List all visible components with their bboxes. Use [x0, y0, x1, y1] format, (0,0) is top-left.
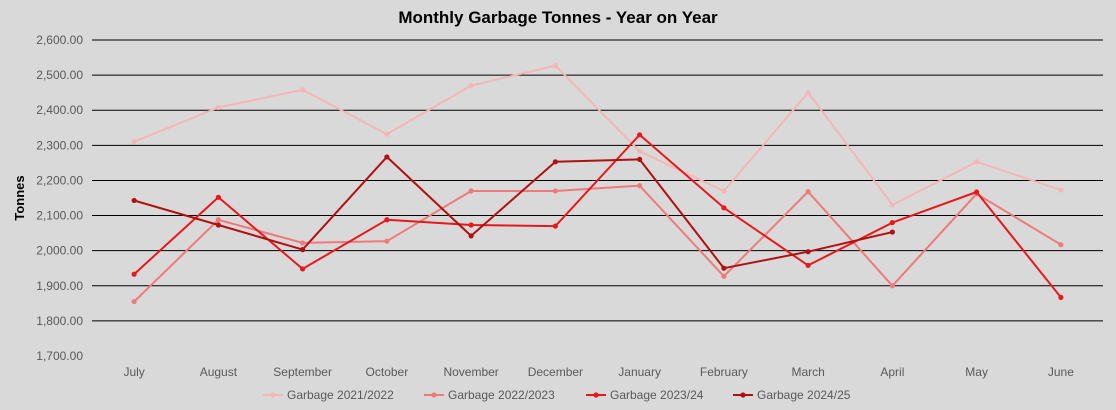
- x-tick-label: August: [200, 365, 238, 379]
- series-line: [133, 184, 1062, 303]
- data-point: [215, 222, 221, 228]
- data-point: [215, 217, 221, 223]
- data-point: [805, 189, 811, 195]
- legend: Garbage 2021/2022 Garbage 2022/2023 Garbag…: [263, 388, 851, 402]
- x-tick-label: April: [880, 365, 904, 379]
- series-line: [133, 155, 893, 270]
- data-point: [384, 154, 390, 160]
- data-point: [468, 83, 474, 89]
- data-point: [637, 148, 643, 154]
- legend-item: Garbage 2022/2023: [424, 388, 555, 402]
- y-axis-label: Tonnes: [12, 175, 27, 220]
- data-point: [974, 159, 980, 165]
- data-point: [300, 87, 306, 93]
- legend-label: Garbage 2022/2023: [448, 388, 555, 402]
- x-tick-label: June: [1048, 365, 1074, 379]
- legend-swatch-marker: [431, 392, 437, 398]
- data-point: [131, 197, 137, 204]
- legend-label: Garbage 2023/24: [610, 388, 704, 402]
- data-point: [552, 63, 558, 69]
- x-tick-label: May: [965, 365, 988, 379]
- x-tick-label: March: [791, 365, 824, 379]
- data-point: [1058, 187, 1064, 193]
- y-tick-label: 2,600.00: [36, 33, 83, 47]
- series-2: [131, 183, 1064, 305]
- legend-item: Garbage 2024/25: [733, 388, 851, 402]
- y-tick-label: 2,200.00: [36, 173, 83, 187]
- data-point: [721, 188, 727, 194]
- x-tick-label: November: [443, 365, 498, 379]
- data-point: [974, 189, 980, 195]
- data-point: [552, 188, 558, 194]
- data-point: [721, 273, 727, 279]
- data-point: [131, 139, 137, 145]
- x-tick-label: January: [618, 365, 661, 379]
- data-point: [1058, 294, 1064, 300]
- data-point: [552, 159, 558, 165]
- data-point: [384, 131, 390, 137]
- data-point: [468, 188, 474, 194]
- legend-item: Garbage 2023/24: [586, 388, 704, 402]
- x-tick-label: February: [700, 365, 748, 379]
- data-point: [215, 104, 221, 111]
- y-tick-label: 2,400.00: [36, 103, 83, 117]
- y-tick-label: 2,000.00: [36, 244, 83, 258]
- y-tick-label: 2,100.00: [36, 209, 83, 223]
- legend-label: Garbage 2021/2022: [287, 388, 394, 402]
- data-point: [889, 202, 895, 208]
- y-tick-label: 1,700.00: [36, 349, 83, 363]
- legend-swatch-marker: [593, 392, 599, 398]
- legend-label: Garbage 2024/25: [757, 388, 851, 402]
- data-point: [468, 222, 474, 228]
- series-line: [133, 133, 1062, 299]
- data-point: [300, 247, 306, 253]
- data-point: [637, 156, 643, 162]
- series-3: [131, 132, 1064, 300]
- data-point: [889, 229, 895, 235]
- data-point: [637, 183, 643, 189]
- y-axis-ticks: 1,700.00 1,800.00 1,900.00 2,000.00 2,100.00…: [36, 33, 83, 363]
- legend-swatch-marker: [740, 392, 746, 398]
- data-point: [1058, 242, 1064, 248]
- y-tick-label: 2,500.00: [36, 68, 83, 82]
- data-point: [805, 90, 811, 96]
- legend-swatch-marker: [270, 392, 276, 398]
- legend-item: Garbage 2021/2022: [263, 388, 394, 402]
- data-point: [889, 219, 895, 226]
- y-tick-label: 1,800.00: [36, 314, 83, 328]
- x-tick-label: July: [123, 365, 144, 379]
- y-tick-label: 2,300.00: [36, 138, 83, 152]
- series-line: [133, 64, 1062, 206]
- chart-title: Monthly Garbage Tonnes - Year on Year: [398, 8, 718, 27]
- data-point: [384, 238, 390, 244]
- data-point: [805, 249, 811, 255]
- data-point: [300, 266, 306, 272]
- series-group: [131, 63, 1064, 305]
- x-tick-label: December: [528, 365, 583, 379]
- data-point: [300, 240, 306, 246]
- series-1: [131, 63, 1064, 208]
- data-point: [805, 262, 811, 269]
- y-tick-label: 1,900.00: [36, 279, 83, 293]
- data-point: [889, 283, 895, 289]
- x-tick-label: September: [273, 365, 332, 379]
- data-point: [721, 265, 727, 271]
- data-point: [637, 132, 643, 138]
- data-point: [384, 217, 390, 223]
- data-point: [552, 223, 558, 229]
- x-tick-label: October: [366, 365, 409, 379]
- x-axis-ticks: July August September October November Decemb…: [123, 365, 1074, 379]
- data-point: [468, 233, 474, 239]
- data-point: [131, 298, 137, 305]
- series-4: [131, 154, 895, 271]
- data-point: [131, 271, 137, 277]
- data-point: [721, 205, 727, 211]
- data-point: [215, 194, 221, 200]
